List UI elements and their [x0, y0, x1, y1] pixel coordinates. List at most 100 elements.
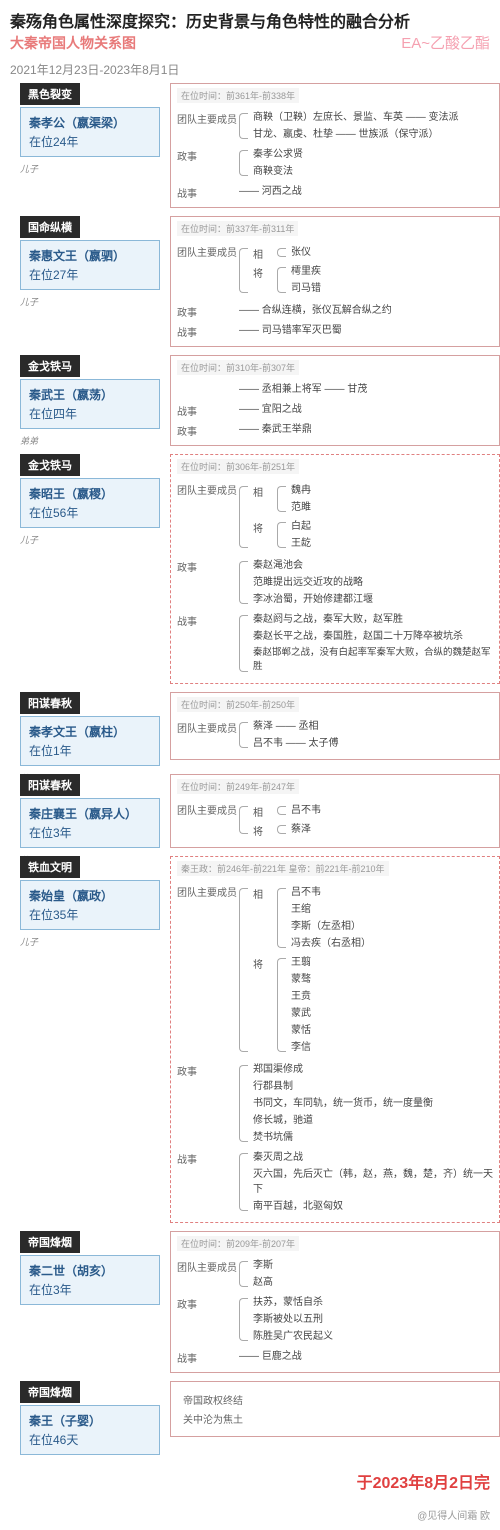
item-line: 秦赵渑池会	[253, 557, 493, 574]
section-label: 团队主要成员	[177, 242, 239, 259]
ruler-details: 在位时间：前209年-前207年团队主要成员李斯赵高政事扶苏，蒙恬自杀李斯被处以…	[170, 1231, 500, 1373]
ruler-name: 秦王（子婴）	[29, 1412, 151, 1429]
section-label: 战事	[177, 611, 239, 628]
ruler-node: 阳谋春秋秦孝文王（嬴柱）在位1年儿子在位时间：前250年-前250年团队主要成员…	[20, 692, 500, 766]
item-line: 蔡泽	[291, 821, 493, 838]
section-label: 团队主要成员	[177, 480, 239, 497]
ruler-details: 在位时间：前361年-前338年团队主要成员商鞅（卫鞅）左庶长、景监、车英 ——…	[170, 83, 500, 208]
page-title: 秦殇角色属性深度探究：历史背景与角色特性的融合分析	[10, 8, 490, 32]
period-tag: 在位时间：前306年-前251年	[177, 459, 299, 474]
item-line: 秦赵阏与之战，秦军大败，赵军胜	[253, 611, 493, 628]
ruler-details: 在位时间：前249年-前247年团队主要成员相吕不韦将蔡泽	[170, 774, 500, 848]
section: 战事—— 宜阳之战	[177, 401, 493, 418]
relation-label: 儿子	[18, 162, 40, 175]
period-tag: 在位时间：前209年-前207年	[177, 1236, 299, 1251]
ruler-box: 秦惠文王（嬴驷）在位27年	[20, 240, 160, 290]
ruler-details: 在位时间：前337年-前311年团队主要成员相张仪将樗里疾司马错政事—— 合纵连…	[170, 216, 500, 347]
item-line: 郑国渠修成	[253, 1061, 493, 1078]
ruler-node: 黑色裂变秦孝公（嬴渠梁）在位24年儿子在位时间：前361年-前338年团队主要成…	[20, 83, 500, 208]
ruler-reign: 在位35年	[29, 906, 151, 923]
date-range: 2021年12月23日-2023年8月1日	[0, 61, 500, 83]
item-line: 王绾	[291, 901, 493, 918]
item-line: 蒙武	[291, 1005, 493, 1022]
era-tag: 帝国烽烟	[20, 1381, 80, 1403]
item-line: 冯去疾（右丞相）	[291, 935, 493, 952]
relation-label: 儿子	[18, 533, 40, 546]
sub-label: 相	[253, 802, 277, 819]
era-tag: 金戈铁马	[20, 454, 80, 476]
ruler-node: 阳谋春秋秦庄襄王（嬴异人）在位3年儿子在位时间：前249年-前247年团队主要成…	[20, 774, 500, 848]
item-line: —— 巨鹿之战	[239, 1348, 493, 1365]
section-label: 团队主要成员	[177, 1257, 239, 1274]
period-tag: 在位时间：前249年-前247年	[177, 779, 299, 794]
item-line: 王龁	[291, 535, 493, 552]
section: —— 丞相兼上将军 —— 甘茂	[177, 381, 493, 398]
ruler-name: 秦二世（胡亥）	[29, 1262, 151, 1279]
ruler-name: 秦始皇（嬴政）	[29, 887, 151, 904]
ruler-name: 秦武王（嬴荡）	[29, 386, 151, 403]
item-line: —— 司马错率军灭巴蜀	[239, 322, 493, 339]
item-line: 李斯	[253, 1257, 493, 1274]
item-line: 蔡泽 —— 丞相	[253, 718, 493, 735]
section-label: 团队主要成员	[177, 882, 239, 899]
ruler-node: 铁血文明秦始皇（嬴政） 在位35年儿子 秦王政：前246年-前221年 皇帝：前22…	[20, 856, 500, 1223]
item-line: 修长城，驰道	[253, 1112, 493, 1129]
era-tag: 国命纵横	[20, 216, 80, 238]
item-line: 白起	[291, 518, 493, 535]
item-line: 书同文，车同轨，统一货币，统一度量衡	[253, 1095, 493, 1112]
section: 战事秦灭周之战灭六国，先后灭亡（韩，赵，燕，魏，楚，齐）统一天下南平百越，北驱匈…	[177, 1149, 493, 1215]
item-line: 灭六国，先后灭亡（韩，赵，燕，魏，楚，齐）统一天下	[253, 1166, 493, 1198]
ruler-box: 秦二世（胡亥）在位3年	[20, 1255, 160, 1305]
ruler-name: 秦孝公（嬴渠梁）	[29, 114, 151, 131]
section-label: 政事	[177, 146, 239, 163]
item-line: —— 秦武王举鼎	[239, 421, 493, 438]
ruler-details: 在位时间：前306年-前251年团队主要成员相魏冉范雎将白起王龁政事秦赵渑池会范…	[170, 454, 500, 684]
section-label: 战事	[177, 183, 239, 200]
item-line: 南平百越，北驱匈奴	[253, 1198, 493, 1215]
item-line: 商鞅变法	[253, 163, 493, 180]
section: 政事—— 合纵连横，张仪瓦解合纵之约	[177, 302, 493, 319]
ruler-reign: 在位56年	[29, 504, 151, 521]
section: 政事—— 秦武王举鼎	[177, 421, 493, 438]
section-label: 战事	[177, 401, 239, 418]
period-tag: 在位时间：前361年-前338年	[177, 88, 299, 103]
item-line: 商鞅（卫鞅）左庶长、景监、车英 —— 变法派	[253, 109, 493, 126]
section: 团队主要成员李斯赵高	[177, 1257, 493, 1291]
section: 战事—— 巨鹿之战	[177, 1348, 493, 1365]
item-line: 吕不韦	[291, 802, 493, 819]
ruler-name: 秦昭王（嬴稷）	[29, 485, 151, 502]
ruler-name: 秦惠文王（嬴驷）	[29, 247, 151, 264]
ruler-name: 秦庄襄王（嬴异人）	[29, 805, 151, 822]
item-line: 秦赵长平之战，秦国胜，赵国二十万降卒被坑杀	[253, 628, 493, 645]
section-label: 政事	[177, 1061, 239, 1078]
ruler-reign: 在位46天	[29, 1431, 151, 1448]
section-label: 战事	[177, 1149, 239, 1166]
item-line: 陈胜吴广农民起义	[253, 1328, 493, 1345]
completion-date: 于2023年8月2日完	[357, 1469, 490, 1493]
item-line: 蒙骜	[291, 971, 493, 988]
ruler-reign: 在位3年	[29, 824, 151, 841]
section: 政事秦赵渑池会范雎提出远交近攻的战略李冰治蜀，开始修建都江堰	[177, 557, 493, 608]
era-tag: 阳谋春秋	[20, 774, 80, 796]
period-tag: 在位时间：前310年-前307年	[177, 360, 299, 375]
sub-label: 将	[253, 518, 277, 535]
relation-label: 儿子	[18, 935, 40, 948]
section-label: 政事	[177, 302, 239, 319]
section: 团队主要成员蔡泽 —— 丞相吕不韦 —— 太子傅	[177, 718, 493, 752]
sub-label: 将	[253, 954, 277, 971]
ruler-box: 秦王（子婴） 在位46天	[20, 1405, 160, 1455]
section-label: 政事	[177, 557, 239, 574]
sub-label: 相	[253, 884, 277, 901]
subtitle: 大秦帝国人物关系图	[10, 33, 136, 53]
era-tag: 铁血文明	[20, 856, 80, 878]
item-line: 秦灭周之战	[253, 1149, 493, 1166]
item-line: 李信	[291, 1039, 493, 1056]
section-label: 政事	[177, 1294, 239, 1311]
item-line: 秦孝公求贤	[253, 146, 493, 163]
ruler-node: 金戈铁马秦昭王（嬴稷） 在位56年儿子 在位时间：前306年-前251年团队主要成员…	[20, 454, 500, 684]
item-line: 李冰治蜀，开始修建都江堰	[253, 591, 493, 608]
section-label: 战事	[177, 1348, 239, 1365]
ruler-node: 帝国烽烟秦二世（胡亥）在位3年在位时间：前209年-前207年团队主要成员李斯赵…	[20, 1231, 500, 1373]
ruler-box: 秦始皇（嬴政） 在位35年	[20, 880, 160, 930]
ruler-details: 秦王政：前246年-前221年 皇帝：前221年-前210年团队主要成员相吕不韦…	[170, 856, 500, 1223]
